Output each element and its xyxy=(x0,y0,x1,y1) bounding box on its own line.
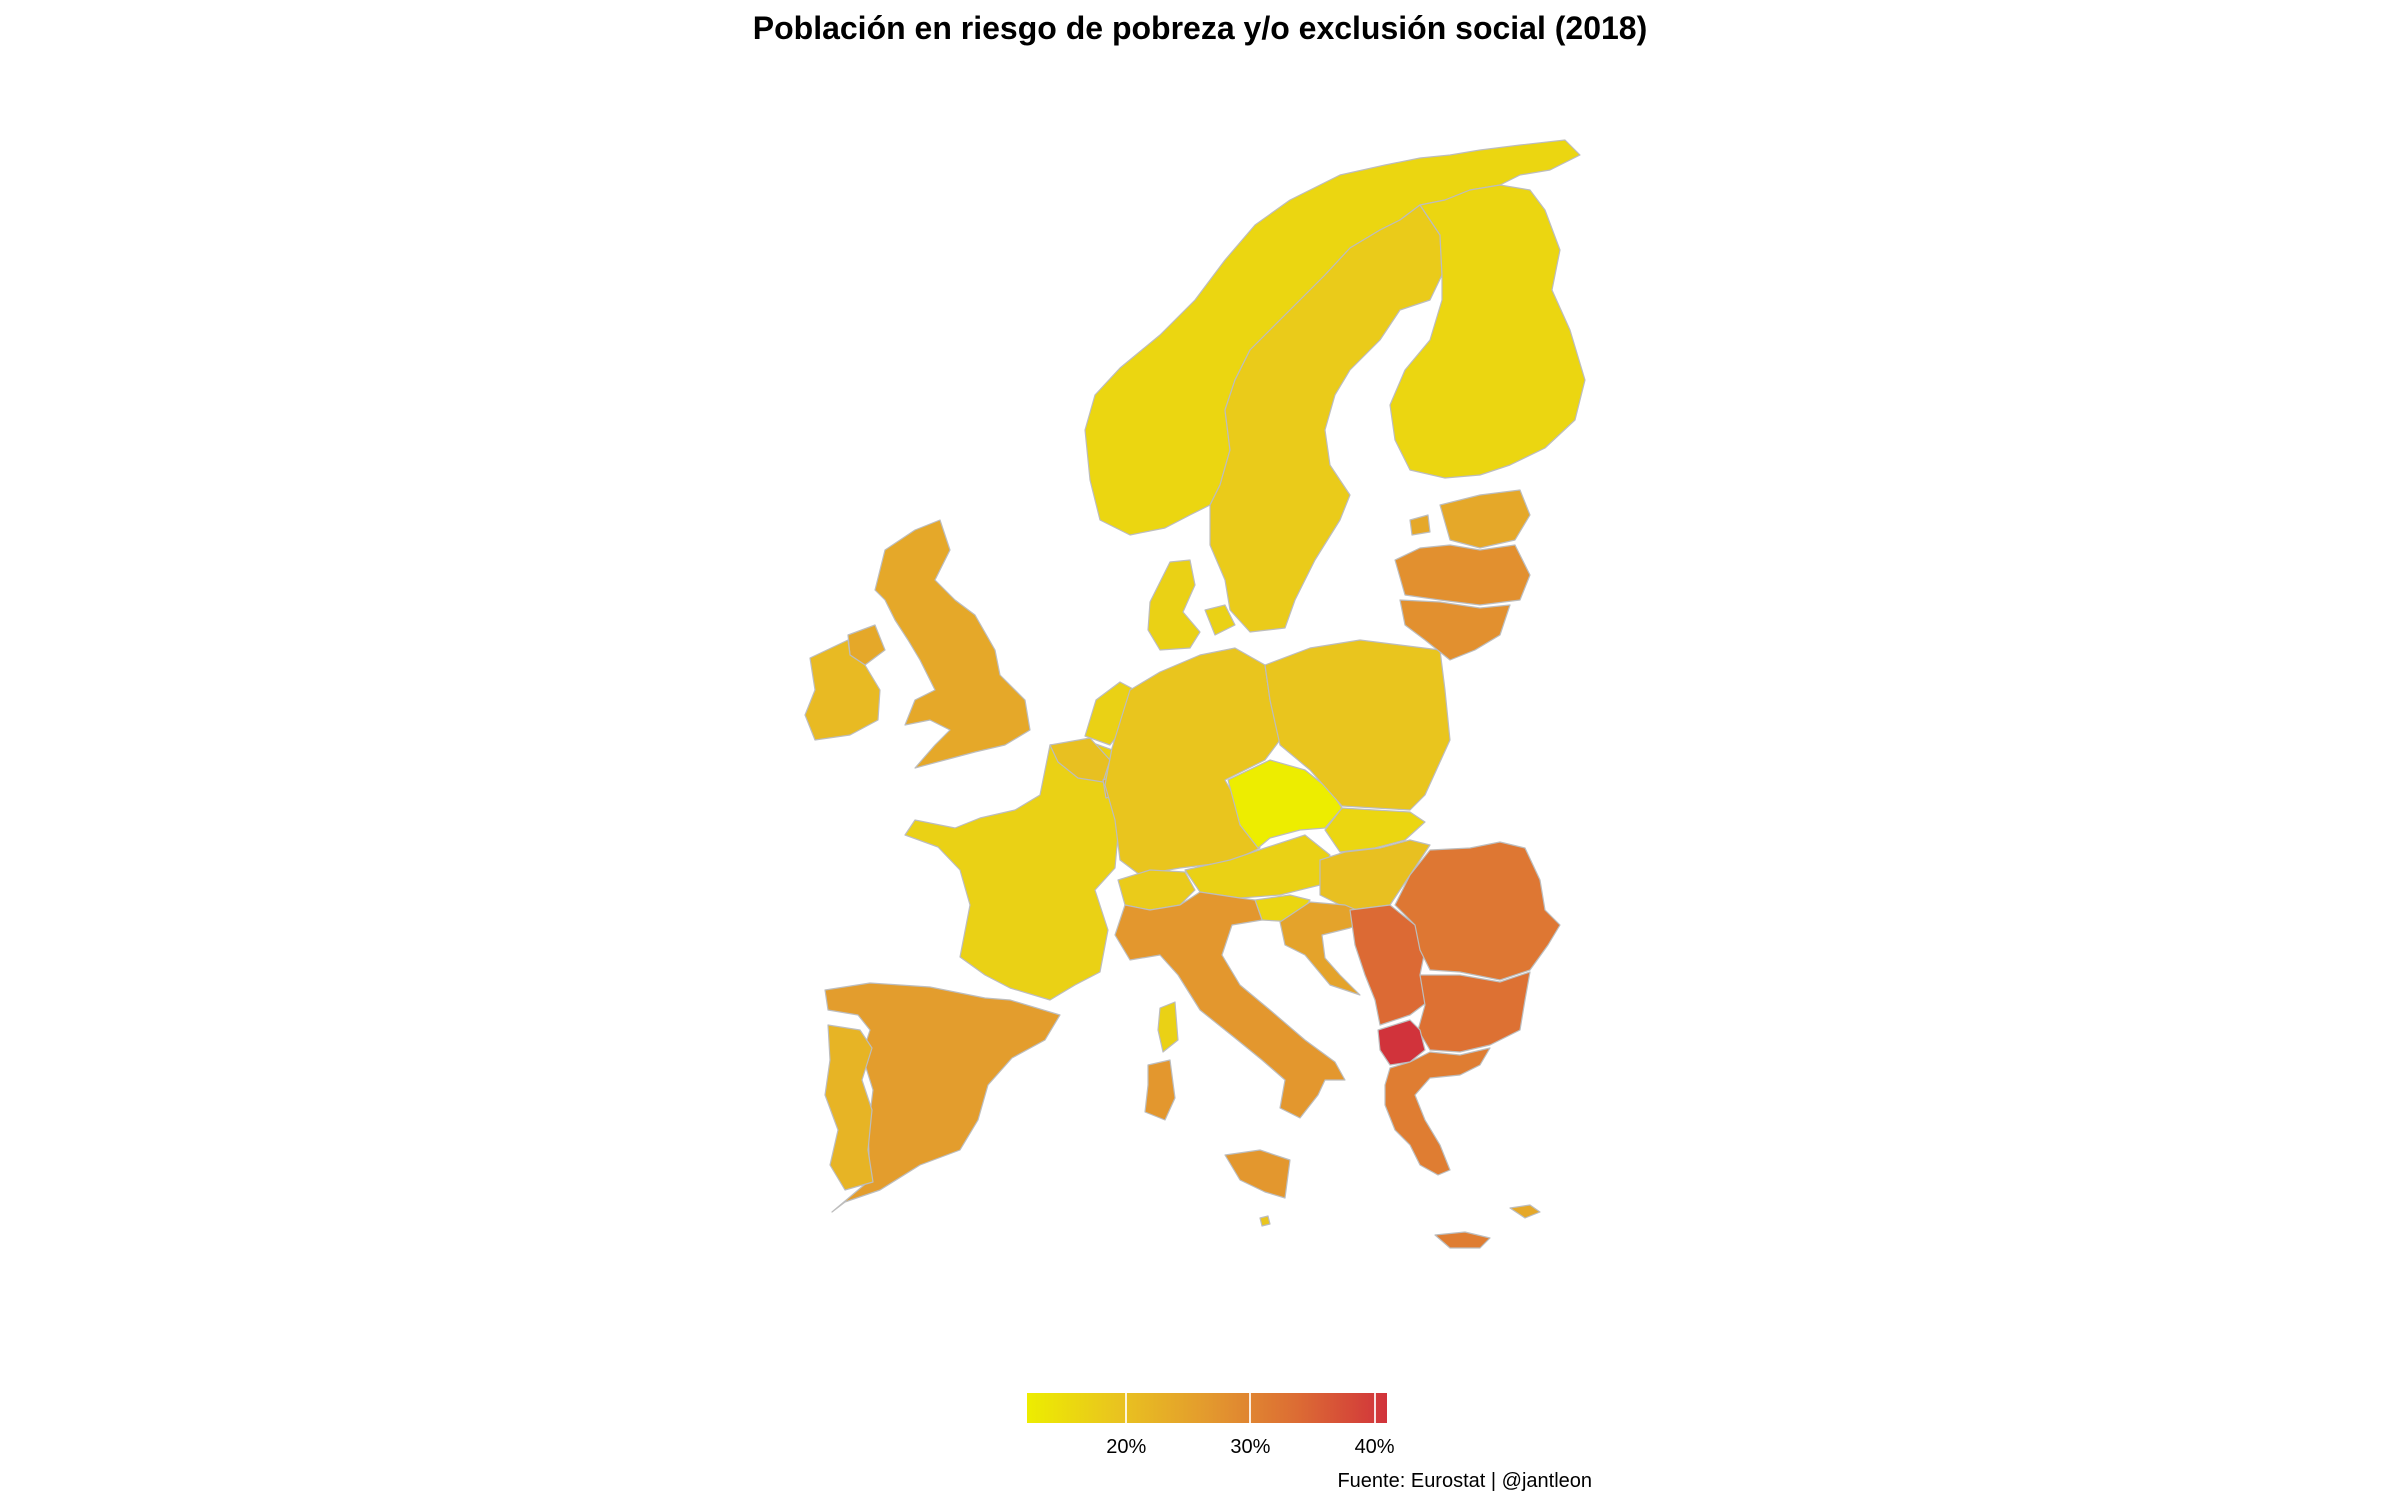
map-title: Población en riesgo de pobreza y/o exclu… xyxy=(752,10,1648,46)
legend-tick-40 xyxy=(1373,1393,1376,1423)
region-SE xyxy=(1209,204,1443,633)
region-RO xyxy=(1394,841,1561,981)
region-GB xyxy=(874,519,1031,769)
region-LV xyxy=(1394,544,1531,606)
region-IT-sardinia xyxy=(1144,1059,1176,1121)
region-CY xyxy=(1509,1204,1541,1219)
region-LT xyxy=(1399,599,1511,661)
legend-gradient-bar xyxy=(1027,1393,1387,1423)
region-DK xyxy=(1147,559,1236,651)
region-BG xyxy=(1417,971,1531,1053)
legend-label-30: 30% xyxy=(1230,1436,1271,1458)
legend-label-40: 40% xyxy=(1354,1436,1395,1458)
region-IE xyxy=(804,639,881,741)
region-GR-crete xyxy=(1434,1231,1491,1249)
region-CZ xyxy=(1227,759,1343,849)
region-FR-corsica xyxy=(1157,1001,1179,1053)
region-GR xyxy=(1384,1047,1491,1176)
region-HU xyxy=(1319,839,1431,911)
region-MT xyxy=(1259,1215,1271,1227)
region-EE xyxy=(1409,489,1531,549)
region-IT-sicily xyxy=(1224,1149,1291,1199)
region-PT xyxy=(824,1024,874,1191)
legend-label-20: 20% xyxy=(1106,1436,1147,1458)
region-IT xyxy=(1114,891,1346,1119)
region-MK xyxy=(1377,1019,1426,1066)
region-FI xyxy=(1389,184,1586,479)
color-legend: 20% 30% 40% xyxy=(1027,1393,1395,1458)
region-PL xyxy=(1264,639,1451,811)
legend-tick-30 xyxy=(1249,1393,1252,1423)
legend-tick-20 xyxy=(1125,1393,1128,1423)
region-HR xyxy=(1279,901,1376,996)
source-caption: Fuente: Eurostat | @jantleon xyxy=(1337,1470,1592,1492)
